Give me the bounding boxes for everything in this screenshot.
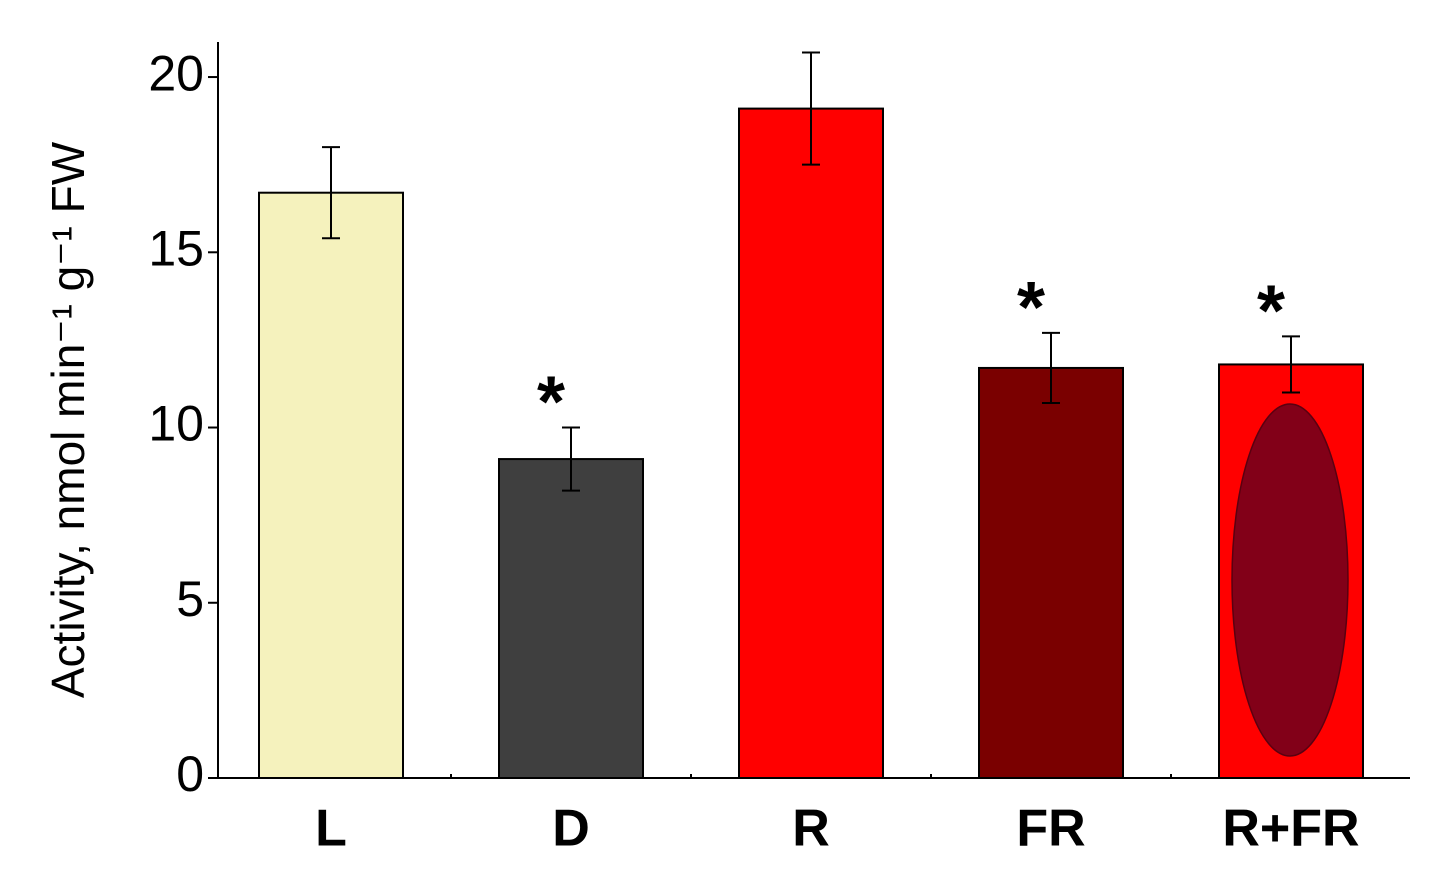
- y-tick-label: 5: [176, 571, 204, 627]
- x-tick-label: R+FR: [1222, 800, 1359, 858]
- y-tick-label: 15: [148, 220, 204, 276]
- x-tick-label: FR: [1016, 800, 1085, 858]
- x-tick-label: R: [792, 800, 830, 858]
- significance-mark: *: [1257, 271, 1285, 351]
- significance-mark: *: [1017, 268, 1045, 348]
- bar: [978, 366, 1124, 779]
- significance-mark: *: [537, 363, 565, 443]
- x-tick-label: L: [315, 800, 347, 858]
- bar: [498, 458, 644, 779]
- y-tick-label: 20: [148, 45, 204, 101]
- overlay-ellipse: [1231, 403, 1349, 757]
- bar: [258, 191, 404, 779]
- y-tick-label: 10: [148, 396, 204, 452]
- y-tick-label: 0: [176, 746, 204, 802]
- bar: [738, 107, 884, 780]
- x-tick-label: D: [552, 800, 590, 858]
- y-axis-label: Activity, nmol min⁻¹ g⁻¹ FW: [42, 141, 94, 698]
